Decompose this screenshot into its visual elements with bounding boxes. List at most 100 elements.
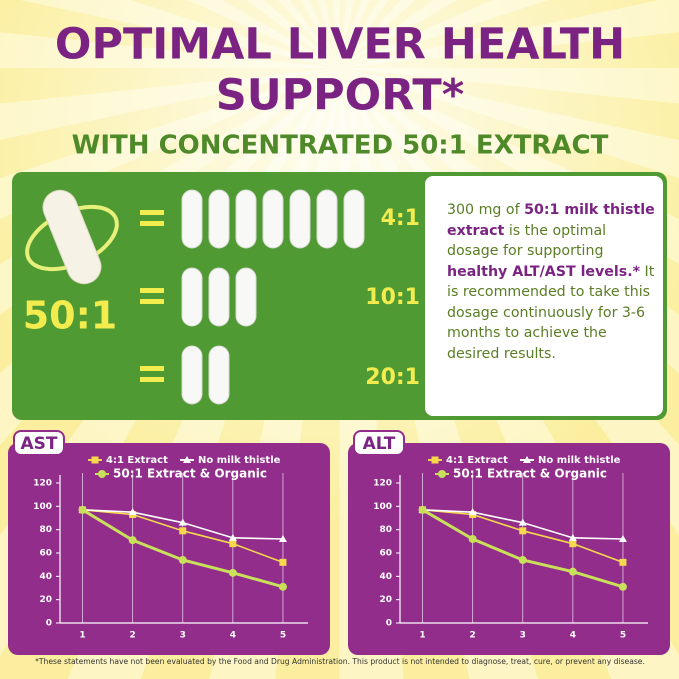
legend-label: No milk thistle (198, 455, 281, 466)
y-tick-label: 120 (33, 479, 52, 489)
capsule (181, 189, 203, 249)
marker (468, 508, 477, 516)
legend-label: 4:1 Extract (106, 455, 168, 466)
marker (568, 533, 577, 541)
y-tick-label: 0 (46, 619, 52, 629)
y-tick-label: 80 (39, 525, 52, 535)
marker (519, 527, 527, 535)
capsule (181, 345, 203, 405)
chart-panel (8, 443, 330, 655)
chart-label: ALT (363, 434, 396, 454)
legend-label: No milk thistle (538, 455, 621, 466)
legend-label: 50:1 Extract & Organic (453, 467, 607, 481)
x-tick-label: 2 (470, 631, 476, 641)
text-segment: It is recommended to take this dosage co… (447, 263, 655, 362)
legend-label: 4:1 Extract (446, 455, 508, 466)
y-tick-label: 80 (379, 525, 392, 535)
title-line: OPTIMAL LIVER HEALTH (55, 20, 625, 70)
legend-marker (431, 456, 439, 464)
ratio-label: 4:1 (381, 206, 420, 231)
x-tick-label: 3 (180, 631, 186, 641)
title-line: SUPPORT* (216, 71, 464, 121)
text-segment: 50:1 milk thistle extract (447, 202, 655, 239)
capsule-rows: 4:1 10:1 20:1 (140, 189, 420, 405)
x-tick-label: 4 (230, 631, 236, 641)
capsule (235, 189, 257, 249)
equals-bar (140, 210, 164, 215)
capsule (208, 267, 230, 327)
marker (619, 558, 627, 566)
capsule (316, 189, 338, 249)
y-tick-label: 20 (39, 595, 52, 605)
chart: ALT 0 20 40 60 80 100 120 1 2 3 4 5 4:1 Extract No mil… (348, 430, 670, 655)
x-tick-label: 5 (620, 631, 626, 641)
ratio-label: 20:1 (365, 365, 420, 390)
y-tick-label: 60 (379, 549, 392, 559)
legend-label: 50:1 Extract & Organic (113, 467, 267, 481)
marker (228, 568, 237, 577)
marker (418, 505, 427, 514)
marker (618, 535, 627, 542)
equals-bar (140, 366, 164, 371)
capsule (235, 267, 257, 327)
subtitle: WITH CONCENTRATED 50:1 EXTRACT (72, 131, 609, 161)
capsule (181, 267, 203, 327)
chart-tab (353, 430, 405, 456)
equals-bar (140, 221, 164, 226)
marker (618, 582, 627, 591)
y-tick-label: 120 (373, 479, 392, 489)
capsule (343, 189, 365, 249)
capsule (289, 189, 311, 249)
chart-panel (348, 443, 670, 655)
main-ratio: 50:1 (23, 294, 118, 338)
x-tick-label: 5 (280, 631, 286, 641)
text-panel (425, 176, 663, 416)
capsule (208, 189, 230, 249)
x-tick-label: 4 (570, 631, 576, 641)
marker (568, 567, 577, 576)
y-tick-label: 60 (39, 549, 52, 559)
marker (518, 518, 527, 526)
capsule (262, 189, 284, 249)
marker (179, 527, 187, 535)
y-tick-label: 40 (379, 572, 392, 582)
marker (229, 540, 237, 548)
hero-capsule (25, 189, 119, 285)
marker (128, 536, 137, 545)
marker (468, 535, 477, 543)
capsule (208, 345, 230, 405)
chart-label: AST (21, 434, 58, 454)
legend-marker (91, 456, 99, 464)
marker (178, 556, 187, 564)
x-tick-label: 2 (130, 631, 136, 641)
text-segment: healthy ALT/AST levels.* (447, 263, 641, 280)
marker (178, 518, 187, 526)
equals-bar (140, 299, 164, 304)
x-tick-label: 1 (79, 631, 85, 641)
legend-marker (523, 456, 531, 463)
chart: AST 0 20 40 60 80 100 120 1 2 3 4 5 4:1 Extract No mil… (8, 430, 330, 655)
ratio-label: 10:1 (365, 285, 420, 310)
x-tick-label: 3 (520, 631, 526, 641)
equals-bar (140, 377, 164, 382)
y-tick-label: 0 (386, 619, 392, 629)
chart-tab (13, 430, 65, 456)
text-segment: is the optimal dosage for supporting (447, 222, 607, 260)
x-tick-label: 1 (419, 631, 425, 641)
equals-bar (140, 288, 164, 293)
marker (128, 508, 137, 516)
y-tick-label: 100 (33, 502, 52, 512)
marker (279, 558, 287, 566)
marker (569, 540, 577, 548)
legend-marker (183, 456, 191, 463)
legend-marker (98, 470, 106, 478)
footnote: *These statements have not been evaluate… (35, 657, 645, 666)
y-tick-label: 40 (39, 572, 52, 582)
text-segment: 300 mg of (447, 202, 525, 218)
legend-marker (438, 470, 446, 478)
marker (518, 556, 527, 564)
marker (78, 505, 87, 514)
